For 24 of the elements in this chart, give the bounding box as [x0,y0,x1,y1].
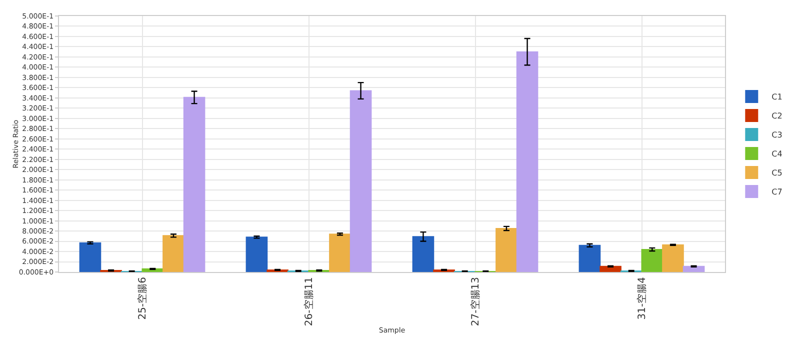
bar [682,266,705,272]
legend-label: C2 [772,112,782,121]
bar [350,90,372,272]
legend-label: C3 [772,130,782,140]
bar [183,96,206,272]
legend-label: C1 [772,92,782,102]
bar [162,235,184,272]
bar [79,242,102,272]
legend-label: C7 [772,188,782,197]
bar [578,244,601,272]
bar [662,244,684,272]
bar [516,51,538,272]
bar [641,248,664,272]
bar [496,228,518,272]
x-tick-label: 25-空腸6 [136,277,148,320]
x-tick-label: 31-空腸4 [636,277,648,320]
bar [412,236,434,272]
legend-label: C4 [772,150,782,159]
bar [246,236,268,272]
x-tick-label: 27-空腸13 [470,277,482,326]
legend-label: C5 [772,168,782,178]
x-tick-label: 26-空腸11 [303,277,315,326]
bar [329,234,351,272]
bar [600,266,622,272]
